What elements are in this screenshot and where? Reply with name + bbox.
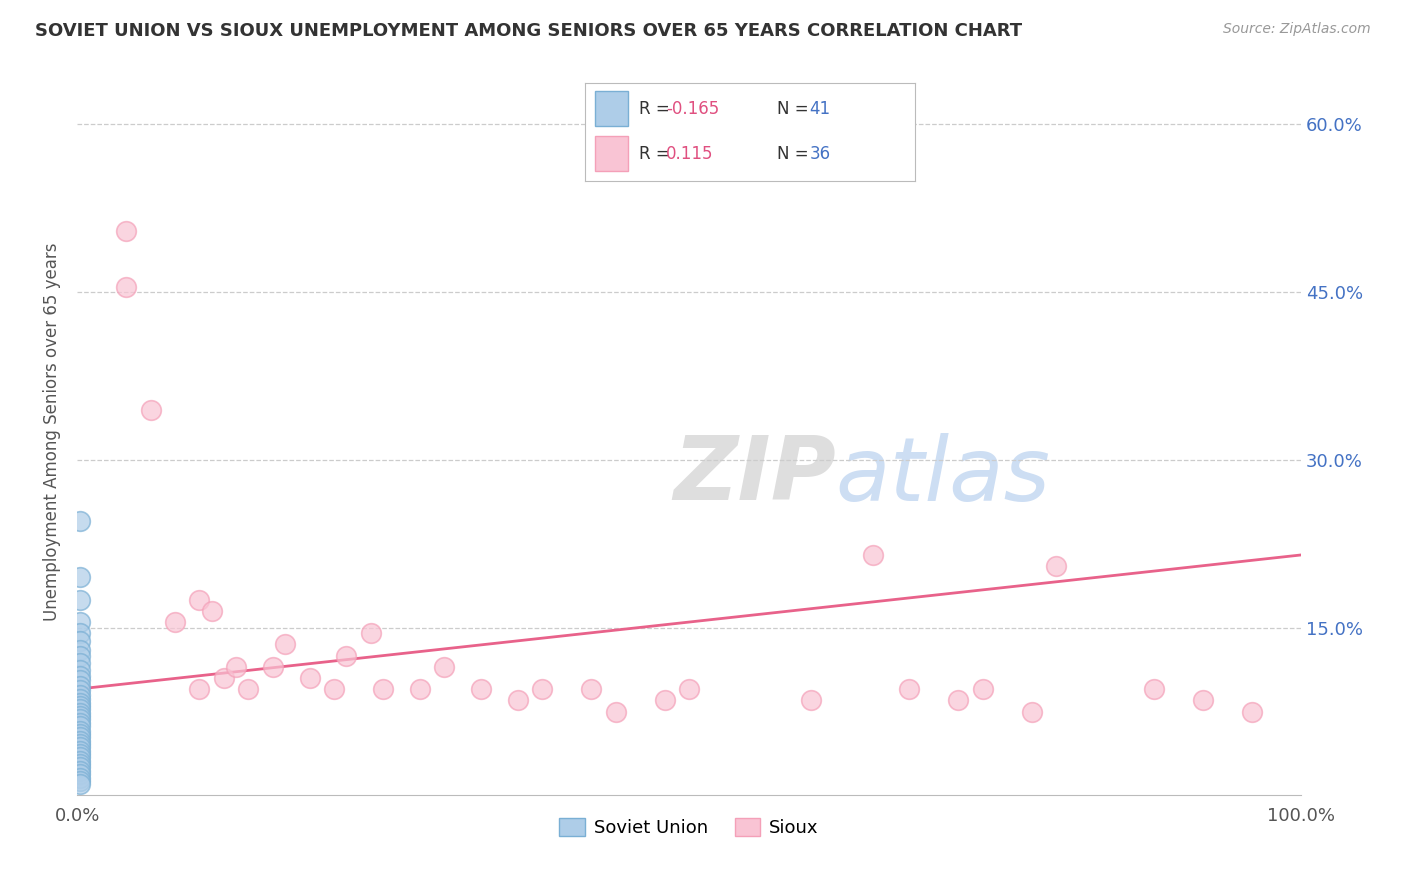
Point	[69, 673, 91, 688]
Point	[800, 693, 823, 707]
Point	[225, 660, 247, 674]
Point	[69, 773, 91, 788]
Point	[862, 548, 884, 562]
Point	[69, 764, 91, 778]
Point	[371, 682, 394, 697]
Point	[531, 682, 554, 697]
Point	[1192, 693, 1215, 707]
Point	[274, 637, 297, 651]
Point	[69, 683, 91, 698]
Point	[69, 648, 91, 663]
Point	[69, 688, 91, 702]
Point	[69, 570, 91, 584]
Point	[1143, 682, 1166, 697]
Text: atlas: atlas	[835, 433, 1050, 518]
Point	[69, 727, 91, 741]
Point	[69, 760, 91, 774]
Point	[409, 682, 432, 697]
Point	[69, 626, 91, 640]
Point	[335, 648, 357, 663]
Point	[69, 692, 91, 706]
Point	[188, 592, 211, 607]
Point	[69, 754, 91, 768]
Point	[69, 706, 91, 720]
Text: Source: ZipAtlas.com: Source: ZipAtlas.com	[1223, 22, 1371, 37]
Point	[948, 693, 970, 707]
Point	[69, 750, 91, 764]
Point	[69, 657, 91, 671]
Point	[298, 671, 321, 685]
Point	[470, 682, 492, 697]
Y-axis label: Unemployment Among Seniors over 65 years: Unemployment Among Seniors over 65 years	[44, 243, 60, 621]
Point	[69, 744, 91, 758]
Point	[69, 669, 91, 683]
Point	[115, 279, 138, 293]
Point	[69, 777, 91, 791]
Point	[69, 757, 91, 772]
Point	[654, 693, 676, 707]
Point	[69, 709, 91, 723]
Point	[69, 737, 91, 751]
Point	[201, 604, 224, 618]
Point	[115, 224, 138, 238]
Point	[139, 402, 162, 417]
Point	[433, 660, 456, 674]
Text: ZIP: ZIP	[673, 432, 835, 519]
Point	[69, 712, 91, 726]
Point	[69, 592, 91, 607]
Point	[69, 731, 91, 745]
Point	[188, 682, 211, 697]
Point	[69, 696, 91, 710]
Point	[69, 679, 91, 693]
Point	[69, 733, 91, 747]
Point	[605, 705, 627, 719]
Point	[506, 693, 529, 707]
Point	[212, 671, 235, 685]
Point	[579, 682, 602, 697]
Point	[69, 663, 91, 677]
Point	[69, 719, 91, 733]
Text: SOVIET UNION VS SIOUX UNEMPLOYMENT AMONG SENIORS OVER 65 YEARS CORRELATION CHART: SOVIET UNION VS SIOUX UNEMPLOYMENT AMONG…	[35, 22, 1022, 40]
Point	[69, 767, 91, 781]
Point	[69, 615, 91, 629]
Point	[898, 682, 921, 697]
Point	[1045, 559, 1067, 574]
Point	[163, 615, 186, 629]
Point	[69, 715, 91, 730]
Point	[69, 698, 91, 713]
Legend: Soviet Union, Sioux: Soviet Union, Sioux	[553, 811, 825, 845]
Point	[1021, 705, 1043, 719]
Point	[262, 660, 284, 674]
Point	[69, 515, 91, 529]
Point	[69, 702, 91, 716]
Point	[69, 771, 91, 785]
Point	[1240, 705, 1263, 719]
Point	[238, 682, 260, 697]
Point	[69, 723, 91, 738]
Point	[972, 682, 994, 697]
Point	[69, 643, 91, 657]
Point	[360, 626, 382, 640]
Point	[323, 682, 346, 697]
Point	[69, 747, 91, 761]
Point	[678, 682, 700, 697]
Point	[69, 740, 91, 755]
Point	[69, 634, 91, 648]
